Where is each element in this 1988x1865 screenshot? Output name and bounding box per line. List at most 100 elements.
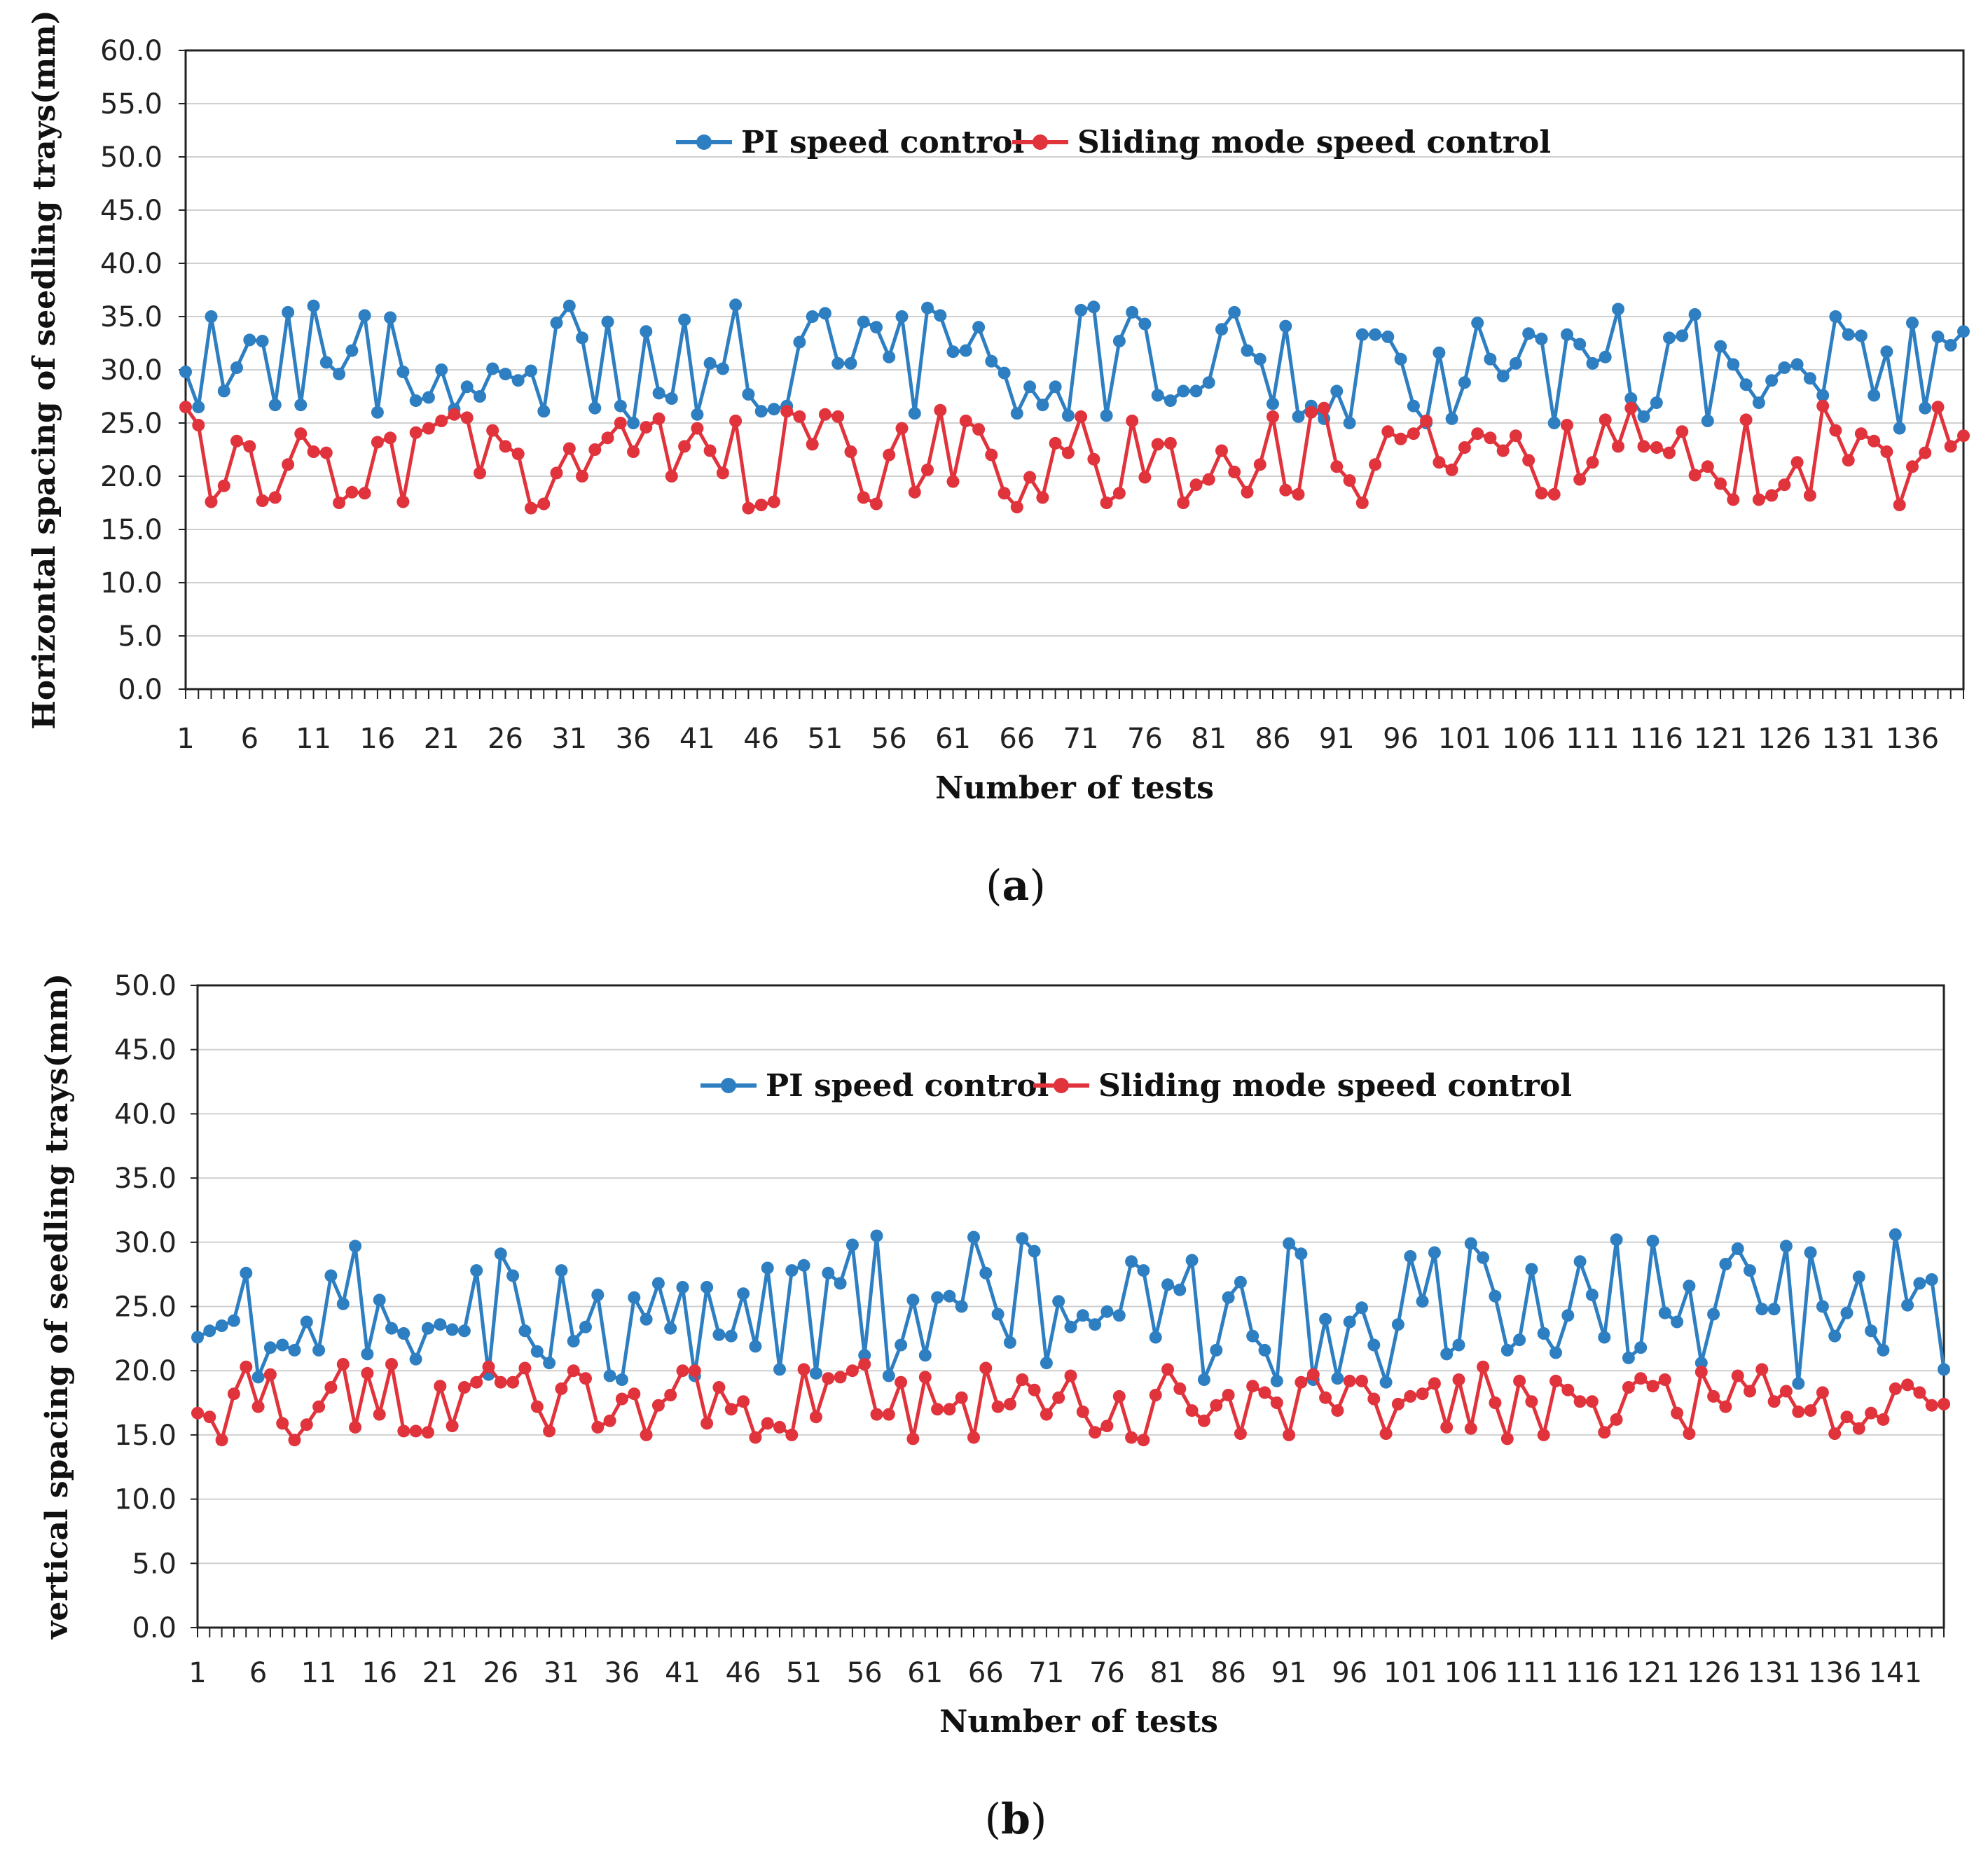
chart-a-series-pi-point bbox=[1880, 345, 1893, 359]
chart-b-series-smc-point bbox=[1525, 1395, 1538, 1408]
chart-a-series-pi-point bbox=[1547, 417, 1561, 429]
chart-b-series-pi-point bbox=[530, 1345, 544, 1358]
chart-b-series-smc-point bbox=[312, 1400, 326, 1413]
chart-b-series-pi-point bbox=[1755, 1303, 1769, 1316]
chart-a-series-pi-point bbox=[1215, 323, 1228, 336]
chart-a-series-smc-point bbox=[1816, 399, 1830, 412]
chart-a-series-pi-point bbox=[1688, 308, 1701, 321]
chart-b-x-tick-label: 81 bbox=[1150, 1657, 1186, 1689]
chart-b-series-smc-point bbox=[227, 1387, 240, 1401]
chart-b-series-smc-point bbox=[1816, 1386, 1829, 1399]
chart-b-series-smc-point bbox=[955, 1391, 968, 1404]
chart-a-series-pi-point bbox=[844, 356, 857, 370]
chart-b-series-smc-point bbox=[1283, 1428, 1296, 1441]
chart-a-x-tick-label: 31 bbox=[551, 723, 587, 755]
chart-a-series-smc-point bbox=[1752, 493, 1765, 506]
chart-a-series-smc-point bbox=[1688, 469, 1701, 482]
chart-a-series-smc-point bbox=[1522, 454, 1535, 467]
chart-a-series-smc-point bbox=[1369, 458, 1382, 471]
chart-b-series-smc-point bbox=[1901, 1378, 1914, 1392]
chart-b-series-smc-point bbox=[1925, 1399, 1938, 1412]
chart-a-series-pi-point bbox=[895, 310, 909, 323]
chart-a-series-smc-point bbox=[282, 458, 295, 471]
chart-a-series-smc-point bbox=[1854, 427, 1868, 441]
chart-a-series-pi-point bbox=[665, 392, 678, 405]
chart-a-series-smc-point bbox=[1355, 497, 1369, 509]
chart-a-series-pi-point bbox=[1599, 350, 1612, 363]
chart-b-x-tick-label: 56 bbox=[847, 1657, 883, 1689]
chart-b-series-pi-point bbox=[1161, 1278, 1174, 1291]
chart-b-x-tick-label: 1 bbox=[188, 1657, 206, 1689]
chart-b-x-tick-label: 86 bbox=[1210, 1657, 1246, 1689]
chart-b-series-pi-point bbox=[300, 1315, 313, 1329]
chart-b-series-smc-point bbox=[457, 1381, 471, 1394]
chart-b-series-smc-point bbox=[1210, 1399, 1223, 1412]
chart-b-series-smc-point bbox=[579, 1372, 592, 1385]
chart-b-series-smc-point bbox=[1549, 1374, 1562, 1387]
chart-a-series-smc-point bbox=[1496, 444, 1510, 457]
chart-a-x-tick-label: 36 bbox=[616, 723, 651, 755]
chart-b-series-smc-point bbox=[518, 1361, 532, 1375]
chart-a-series-smc-point bbox=[345, 485, 359, 499]
chart-a-series-smc-point bbox=[1765, 489, 1779, 502]
chart-b-series-pi-point bbox=[1671, 1315, 1684, 1329]
chart-a-series-smc-point bbox=[1279, 483, 1292, 497]
chart-b-series-pi-point bbox=[1149, 1331, 1162, 1344]
chart-b-series-pi-point bbox=[1767, 1303, 1781, 1316]
chart-b-series-smc-point bbox=[409, 1424, 422, 1438]
chart-a-x-tick-label: 101 bbox=[1438, 723, 1491, 755]
chart-a-series-pi-point bbox=[1061, 409, 1075, 422]
chart-b-series-pi-point bbox=[494, 1247, 507, 1261]
chart-a-series-smc-point bbox=[1484, 431, 1497, 445]
chart-a-series-smc-point bbox=[448, 408, 461, 421]
chart-b-series-pi-point bbox=[737, 1287, 750, 1301]
chart-a-series-pi-point bbox=[883, 350, 896, 363]
chart-b-x-tick-label: 91 bbox=[1271, 1657, 1307, 1689]
chart-b-series-smc-point bbox=[809, 1410, 822, 1424]
chart-b-legend-smc-label: Sliding mode speed control bbox=[1098, 1068, 1572, 1104]
chart-b-series-pi-point bbox=[712, 1328, 726, 1341]
chart-b-series-pi-point bbox=[1210, 1343, 1223, 1357]
chart-a-series-pi-point bbox=[1343, 417, 1356, 429]
chart-b-series-pi-point bbox=[1477, 1251, 1490, 1264]
chart-b-series-pi-point bbox=[1283, 1237, 1296, 1250]
chart-a-x-tick-label: 1 bbox=[177, 723, 194, 755]
chart-b-series-smc-point bbox=[1464, 1422, 1477, 1435]
chart-a-series-pi-point bbox=[921, 301, 934, 314]
chart-b-series-smc-point bbox=[1331, 1404, 1344, 1417]
chart-b-series-smc-point bbox=[1646, 1380, 1659, 1393]
chart-a-series-pi-point bbox=[1676, 329, 1689, 342]
chart-b-series-pi-point bbox=[761, 1261, 774, 1275]
chart-b-x-tick-label: 121 bbox=[1626, 1657, 1679, 1689]
chart-a-series-smc-point bbox=[1650, 441, 1663, 454]
chart-a-series-smc-point bbox=[511, 448, 525, 461]
chart-b-series-pi-point bbox=[591, 1289, 605, 1301]
chart-b-series-pi-point bbox=[251, 1371, 265, 1384]
chart-b-series-smc-point bbox=[895, 1375, 908, 1389]
chart-a-series-smc-point bbox=[665, 470, 678, 483]
chart-a-y-tick-label: 15.0 bbox=[100, 514, 163, 546]
chart-b-series-pi-point bbox=[1804, 1246, 1817, 1259]
chart-b-series-pi-point bbox=[1428, 1246, 1441, 1259]
chart-a-series-pi-point bbox=[1484, 352, 1497, 366]
chart-a-series-smc-point bbox=[1778, 478, 1791, 492]
chart-a-series-pi-point bbox=[1075, 303, 1088, 317]
chart-b-series-pi-point bbox=[1489, 1289, 1502, 1303]
chart-b-x-tick-label: 106 bbox=[1444, 1657, 1498, 1689]
chart-b-series-smc-point bbox=[1573, 1395, 1587, 1408]
chart-b-series-smc-point bbox=[1016, 1373, 1029, 1386]
chart-b-series-smc-point bbox=[918, 1371, 932, 1384]
chart-b-series-smc-point bbox=[251, 1400, 265, 1413]
chart-a-y-tick-label: 60.0 bbox=[100, 35, 163, 67]
chart-a-x-tick-label: 56 bbox=[871, 723, 907, 755]
chart-b-series-pi-point bbox=[785, 1264, 799, 1277]
chart-b-series-smc-point bbox=[1100, 1420, 1114, 1433]
chart-a-series-pi-point bbox=[703, 356, 717, 370]
chart-a-series-pi-point bbox=[1778, 361, 1791, 374]
chart-a-series-pi-point bbox=[499, 368, 512, 381]
chart-a-series-smc-point bbox=[1573, 473, 1587, 486]
chart-b-series-pi-point bbox=[1185, 1254, 1199, 1267]
chart-a-series-pi-point bbox=[1931, 330, 1945, 343]
chart-b-series-pi-point bbox=[1379, 1375, 1393, 1389]
